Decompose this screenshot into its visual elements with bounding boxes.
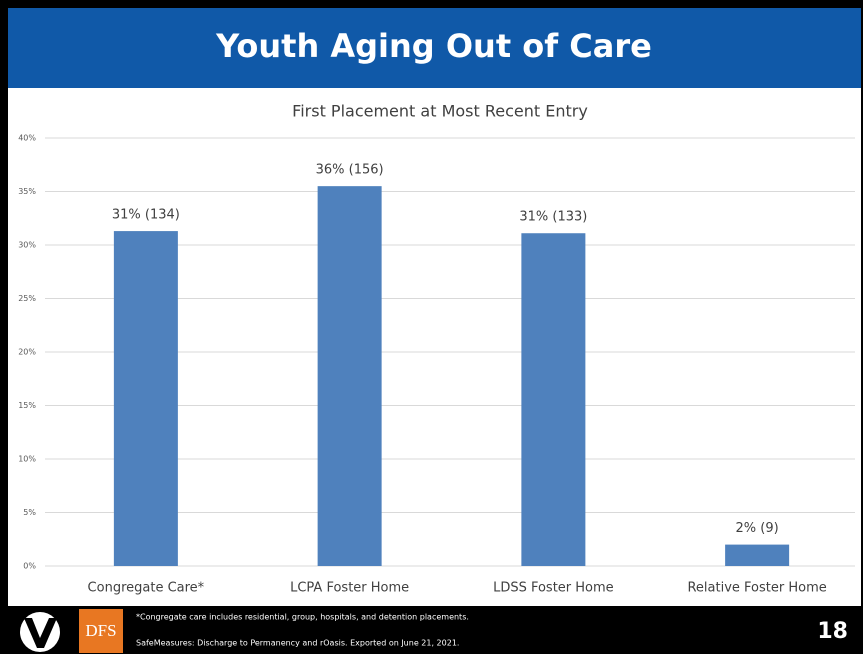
x-tick-label: Relative Foster Home bbox=[687, 581, 826, 596]
x-tick-label: Congregate Care* bbox=[88, 581, 205, 596]
slide-title: Youth Aging Out of Care bbox=[215, 27, 652, 65]
y-tick-label: 10% bbox=[18, 455, 36, 464]
x-tick-label: LDSS Foster Home bbox=[493, 581, 614, 596]
value-label: 31% (134) bbox=[112, 208, 180, 223]
logo-v bbox=[24, 618, 57, 648]
bar bbox=[113, 231, 178, 566]
value-label: 2% (9) bbox=[736, 521, 779, 536]
value-label: 31% (133) bbox=[519, 210, 587, 225]
source: SafeMeasures: Discharge to Permanency an… bbox=[136, 639, 459, 648]
page-number: 18 bbox=[817, 619, 848, 644]
y-tick-label: 25% bbox=[18, 294, 36, 303]
chart-title: First Placement at Most Recent Entry bbox=[292, 102, 588, 121]
plot: 0% 5% 10% 15% 20% 25% 30% 35% 40% Congregate Care… bbox=[18, 134, 855, 596]
x-tick-label: LCPA Foster Home bbox=[290, 581, 409, 596]
y-tick-label: 30% bbox=[18, 241, 36, 250]
y-tick-label: 15% bbox=[18, 401, 36, 410]
footer-band bbox=[0, 606, 863, 654]
bar bbox=[317, 186, 382, 566]
y-tick-label: 5% bbox=[23, 508, 36, 517]
value-label: 36% (156) bbox=[316, 163, 384, 178]
bar bbox=[521, 233, 586, 567]
y-tick-label: 40% bbox=[18, 134, 36, 143]
y-tick-label: 35% bbox=[18, 187, 36, 196]
logo-dfs: DFS bbox=[85, 621, 116, 640]
y-tick-label: 0% bbox=[23, 562, 36, 571]
footnote: *Congregate care includes residential, g… bbox=[136, 613, 469, 622]
bar bbox=[725, 544, 790, 566]
logo-dfs-box bbox=[79, 609, 123, 653]
header-band bbox=[8, 8, 861, 88]
y-tick-label: 20% bbox=[18, 348, 36, 357]
